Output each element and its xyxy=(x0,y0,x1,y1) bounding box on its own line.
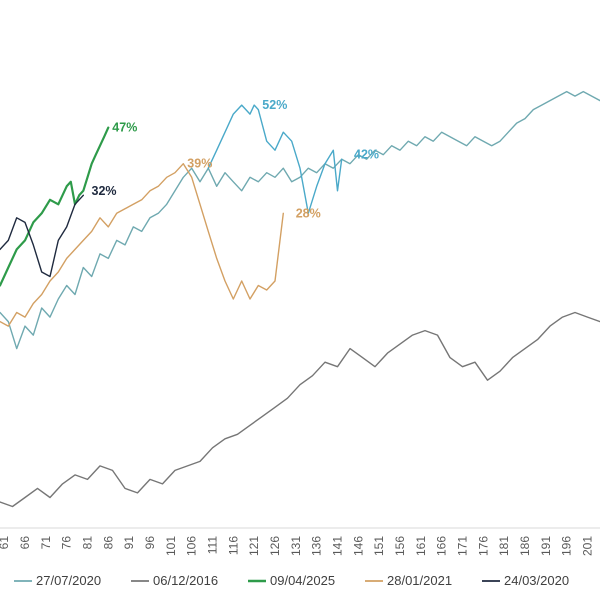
data-label-1: 42% xyxy=(354,148,379,162)
x-tick-labels: 61 66 71 76 81 86 91 96 101 106 111 116 121 126 131 136… xyxy=(0,536,595,556)
x-tick-label: 191 xyxy=(539,536,553,556)
x-tick-label: 121 xyxy=(247,536,261,556)
x-tick-label: 71 xyxy=(39,536,53,550)
data-label-2: 47% xyxy=(112,121,137,135)
x-tick-label: 86 xyxy=(101,536,115,550)
x-tick-label: 61 xyxy=(0,536,11,550)
series-line-3 xyxy=(0,163,284,327)
series-line-5 xyxy=(207,104,343,214)
series-line-2 xyxy=(0,126,110,287)
x-tick-label: 201 xyxy=(581,536,595,556)
x-tick-label: 151 xyxy=(372,536,386,556)
legend: 27/07/2020 06/12/2016 09/04/2025 28/01/2021… xyxy=(14,573,569,588)
legend-label-3: 28/01/2021 xyxy=(387,573,452,588)
series-line-4 xyxy=(0,194,84,278)
x-tick-label: 176 xyxy=(476,536,490,556)
data-label-3: 39% xyxy=(187,157,212,171)
x-tick-label: 186 xyxy=(518,536,532,556)
series-line-1 xyxy=(0,311,600,508)
x-tick-label: 116 xyxy=(226,536,240,555)
x-tick-label: 196 xyxy=(560,536,574,556)
x-tick-label: 91 xyxy=(122,536,136,550)
legend-label-4: 24/03/2020 xyxy=(504,573,569,588)
x-tick-label: 106 xyxy=(185,536,199,556)
x-tick-label: 66 xyxy=(18,536,32,550)
x-tick-label: 141 xyxy=(331,536,345,556)
data-label-5: 32% xyxy=(92,184,117,198)
data-labels: 52% 42% 47% 39% 28% 32% xyxy=(92,98,380,220)
x-tick-label: 81 xyxy=(81,536,95,550)
legend-label-2: 09/04/2025 xyxy=(270,573,335,588)
legend-label-0: 27/07/2020 xyxy=(36,573,101,588)
legend-label-1: 06/12/2016 xyxy=(153,573,218,588)
x-tick-label: 161 xyxy=(414,536,428,556)
x-tick-label: 76 xyxy=(60,536,74,550)
x-tick-label: 171 xyxy=(456,536,470,556)
x-tick-label: 101 xyxy=(164,536,178,556)
x-tick-label: 136 xyxy=(310,536,324,556)
series-line-0 xyxy=(0,90,600,350)
series-lines xyxy=(0,90,600,508)
x-tick-label: 181 xyxy=(497,536,511,556)
x-tick-label: 156 xyxy=(393,536,407,556)
x-tick-label: 166 xyxy=(435,536,449,556)
x-tick-label: 131 xyxy=(289,536,303,556)
x-tick-label: 126 xyxy=(268,536,282,556)
x-tick-label: 96 xyxy=(143,536,157,550)
data-label-4: 28% xyxy=(296,206,321,220)
x-tick-label: 146 xyxy=(351,536,365,556)
data-label-0: 52% xyxy=(262,98,287,112)
x-tick-label: 111 xyxy=(206,536,220,555)
